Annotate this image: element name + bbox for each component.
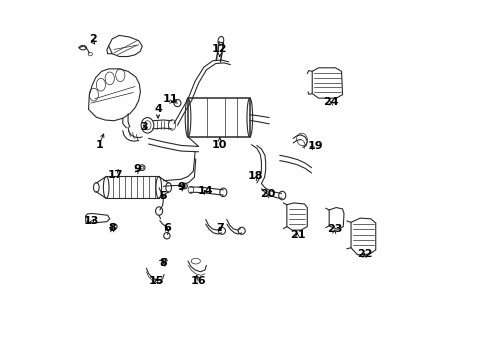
Text: 16: 16 xyxy=(190,275,206,285)
Text: 15: 15 xyxy=(148,275,163,285)
Text: 3: 3 xyxy=(140,122,147,132)
Text: 6: 6 xyxy=(163,222,170,233)
Text: 23: 23 xyxy=(326,224,342,234)
Text: 5: 5 xyxy=(159,191,167,201)
Text: 17: 17 xyxy=(108,170,123,180)
Text: 18: 18 xyxy=(247,171,262,181)
Text: 13: 13 xyxy=(83,216,99,226)
Text: 8: 8 xyxy=(159,258,167,268)
Text: 4: 4 xyxy=(154,104,162,114)
Text: 1: 1 xyxy=(96,140,103,150)
Text: 20: 20 xyxy=(259,189,275,199)
Text: 2: 2 xyxy=(89,34,97,44)
Text: 24: 24 xyxy=(323,98,338,107)
Text: 11: 11 xyxy=(163,94,178,104)
Text: 9: 9 xyxy=(133,165,141,174)
Text: 7: 7 xyxy=(216,222,223,233)
Text: 8: 8 xyxy=(108,222,116,233)
Text: 12: 12 xyxy=(212,45,227,54)
Bar xyxy=(188,98,249,137)
Text: 10: 10 xyxy=(212,140,227,150)
Text: 9: 9 xyxy=(177,182,184,192)
Text: 19: 19 xyxy=(306,141,322,152)
Text: 14: 14 xyxy=(198,186,213,195)
Text: 21: 21 xyxy=(289,230,305,240)
Text: 22: 22 xyxy=(356,249,371,259)
